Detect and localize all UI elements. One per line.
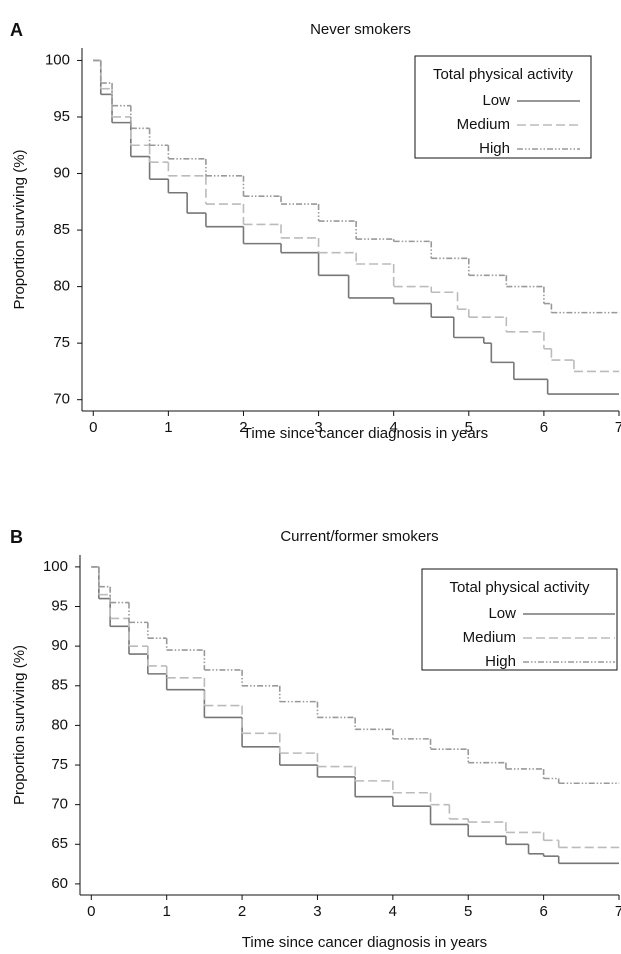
panel-label: A xyxy=(10,20,23,40)
legend-box xyxy=(414,55,592,159)
legend-label: High xyxy=(479,140,510,157)
y-tick-label: 75 xyxy=(51,756,68,773)
chart-title: Current/former smokers xyxy=(280,528,438,545)
x-tick-label: 0 xyxy=(89,419,97,436)
y-axis-label: Proportion surviving (%) xyxy=(11,645,28,805)
survival-curve xyxy=(93,59,619,314)
legend-label: Medium xyxy=(463,629,516,646)
y-tick-label: 80 xyxy=(51,716,68,733)
survival-curve xyxy=(93,59,619,373)
legend: Total physical activity Low Medium High xyxy=(421,568,618,671)
y-tick-label: 70 xyxy=(51,796,68,813)
y-tick-label: 85 xyxy=(53,221,70,238)
x-tick-label: 3 xyxy=(313,903,321,920)
y-tick-label: 95 xyxy=(53,108,70,125)
x-tick-label: 1 xyxy=(164,419,172,436)
y-tick-label: 90 xyxy=(53,164,70,181)
x-axis-label: Time since cancer diagnosis in years xyxy=(243,425,488,442)
x-tick-label: 1 xyxy=(163,903,171,920)
y-tick-label: 70 xyxy=(53,391,70,408)
y-tick-label: 100 xyxy=(43,558,68,575)
legend-label: Low xyxy=(488,605,516,622)
step-riser xyxy=(99,60,575,372)
chart-panel: A Never smokers Time since cancer diagnosi… xyxy=(10,20,621,442)
x-tick-label: 4 xyxy=(389,903,397,920)
y-tick-label: 85 xyxy=(51,677,68,694)
legend-label: High xyxy=(485,653,516,670)
y-tick-label: 60 xyxy=(51,875,68,892)
x-tick-label: 2 xyxy=(239,419,247,436)
legend-box xyxy=(421,568,618,671)
survival-curve xyxy=(91,566,619,785)
step-riser xyxy=(99,60,553,313)
x-tick-label: 5 xyxy=(464,903,472,920)
x-tick-label: 7 xyxy=(615,903,621,920)
x-tick-label: 2 xyxy=(238,903,246,920)
step-riser xyxy=(98,566,560,784)
y-tick-label: 90 xyxy=(51,637,68,654)
y-tick-label: 75 xyxy=(53,334,70,351)
chart-panel: B Current/former smokers Time since cancer… xyxy=(10,527,621,951)
x-tick-label: 4 xyxy=(390,419,398,436)
chart-title: Never smokers xyxy=(310,21,411,38)
x-tick-label: 3 xyxy=(314,419,322,436)
x-tick-label: 6 xyxy=(539,903,547,920)
y-tick-label: 100 xyxy=(45,51,70,68)
legend: Total physical activity Low Medium High xyxy=(414,55,592,159)
x-tick-label: 0 xyxy=(87,903,95,920)
y-axis-label: Proportion surviving (%) xyxy=(11,149,28,309)
survival-curve xyxy=(93,59,619,395)
step-riser xyxy=(98,566,560,848)
legend-title: Total physical activity xyxy=(449,579,590,596)
y-tick-label: 80 xyxy=(53,278,70,295)
legend-title: Total physical activity xyxy=(433,66,574,83)
x-tick-label: 6 xyxy=(540,419,548,436)
x-axis-label: Time since cancer diagnosis in years xyxy=(242,934,487,951)
y-tick-label: 95 xyxy=(51,597,68,614)
panel-label: B xyxy=(10,527,23,547)
x-tick-label: 7 xyxy=(615,419,621,436)
legend-label: Low xyxy=(482,92,510,109)
legend-label: Medium xyxy=(457,116,510,133)
x-tick-label: 5 xyxy=(465,419,473,436)
y-tick-label: 65 xyxy=(51,835,68,852)
